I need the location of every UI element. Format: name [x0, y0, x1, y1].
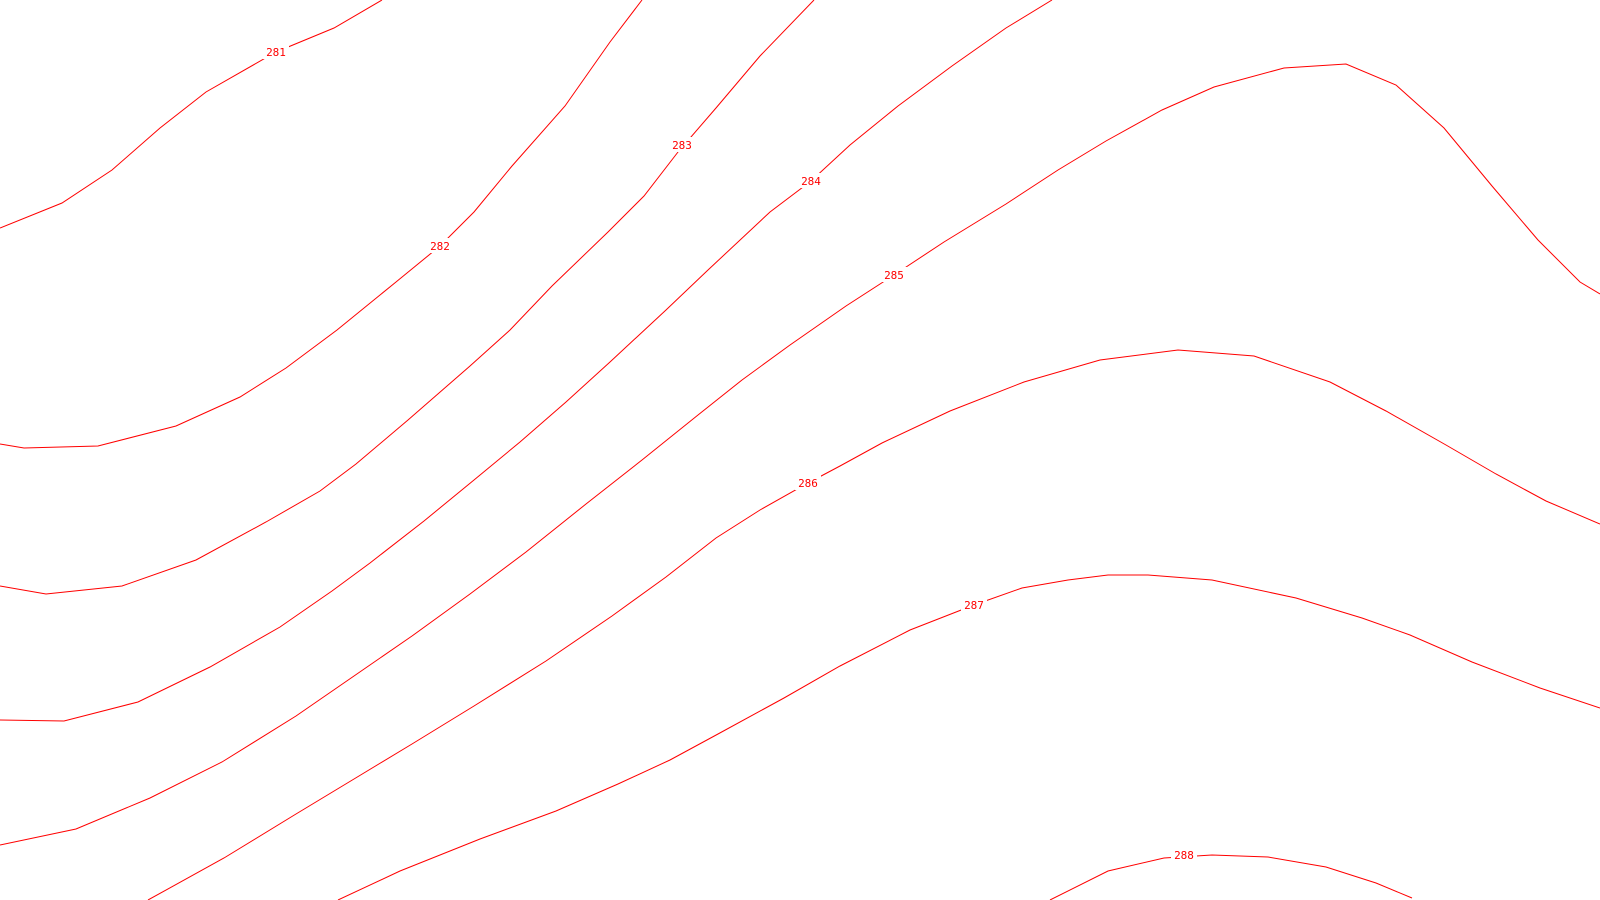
contour-line-282b [0, 151, 679, 595]
contour-label-background [1171, 847, 1197, 862]
contour-line-281 [0, 0, 383, 229]
contour-line-283 [677, 0, 815, 153]
contour-label-background [798, 173, 824, 188]
contour-label-288: 288 [1174, 849, 1194, 862]
contour-line-288 [1049, 854, 1413, 900]
contour-line-284 [0, 0, 1053, 722]
contour-line-287 [337, 574, 1600, 900]
contour-label-282: 282 [430, 240, 450, 253]
contour-label-287: 287 [964, 599, 984, 612]
contour-label-background [961, 597, 987, 612]
contour-label-background [263, 44, 289, 59]
contour-label-284: 284 [801, 175, 821, 188]
contour-label-285: 285 [884, 269, 904, 282]
contour-label-background [881, 267, 907, 282]
contour-label-background [795, 475, 821, 490]
contour-label-background [669, 137, 695, 152]
contour-label-283: 283 [672, 139, 692, 152]
contour-line-286 [147, 349, 1600, 900]
contour-line-282 [0, 0, 643, 449]
contour-label-background [427, 238, 453, 253]
contour-label-281: 281 [266, 46, 286, 59]
contour-label-286: 286 [798, 477, 818, 490]
contour-line-285 [0, 63, 1600, 846]
